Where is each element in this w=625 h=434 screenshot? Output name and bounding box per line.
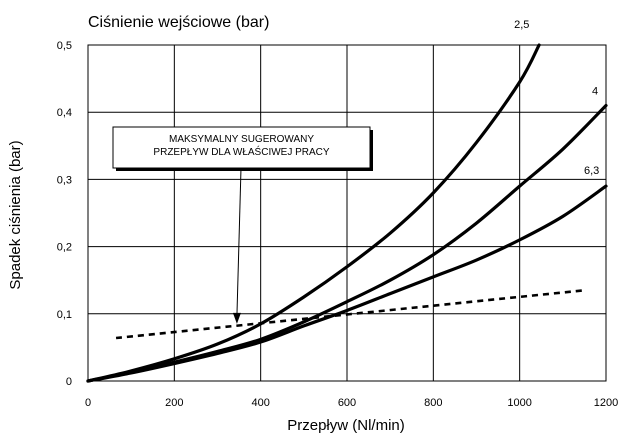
tick-labels: 0 200 400 600 800 1000 1200 0 0,1 0,2 0,3 0,4 0,5 <box>57 40 619 409</box>
y-axis-label: Spadek ciśnienia (bar) <box>7 140 24 289</box>
axes <box>87 44 607 382</box>
series-line <box>86 43 541 383</box>
y-tick-label: 0,1 <box>57 309 72 321</box>
chart-title: Ciśnienie wejściowe (bar) <box>88 14 269 31</box>
x-tick-label: 400 <box>251 397 269 409</box>
series-label: 2,5 <box>514 19 529 31</box>
x-axis-label: Przepływ (Nl/min) <box>287 417 405 434</box>
max-flow-dashed-line <box>115 288 585 340</box>
series-label: 4 <box>592 85 598 97</box>
x-tick-label: 600 <box>338 397 356 409</box>
annotation-box <box>112 126 371 169</box>
grid <box>87 44 607 382</box>
y-tick-label: 0,3 <box>57 174 72 186</box>
annotation-arrowhead <box>232 312 241 324</box>
plot-frame <box>87 44 607 382</box>
y-tick-label: 0 <box>66 376 72 388</box>
x-tick-label: 0 <box>85 397 91 409</box>
x-tick-label: 800 <box>424 397 442 409</box>
series-labels: 2,5 4 6,3 <box>514 19 599 177</box>
y-tick-label: 0,5 <box>57 40 72 52</box>
annotation-text: PRZEPŁYW DLA WŁAŚCIWEJ PRACY <box>153 145 329 158</box>
x-tick-label: 1000 <box>507 397 531 409</box>
annotation-arrow <box>236 167 242 316</box>
annotation-text: MAKSYMALNY SUGEROWANY <box>169 134 314 145</box>
series-label: 6,3 <box>584 165 599 177</box>
series-line <box>86 184 608 383</box>
x-tick-label: 1200 <box>594 397 618 409</box>
y-tick-label: 0,4 <box>57 107 72 119</box>
series-lines <box>86 43 608 383</box>
x-tick-label: 200 <box>165 397 183 409</box>
y-tick-label: 0,2 <box>57 242 72 254</box>
